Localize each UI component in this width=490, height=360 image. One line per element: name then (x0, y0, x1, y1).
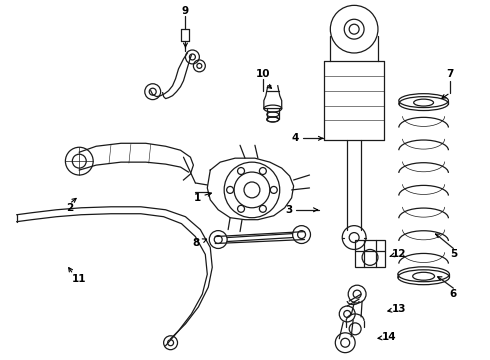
Text: 1: 1 (194, 193, 201, 203)
Text: 7: 7 (447, 69, 454, 79)
Text: 8: 8 (193, 238, 200, 248)
Text: 2: 2 (66, 203, 73, 213)
Text: 14: 14 (382, 332, 396, 342)
Text: 5: 5 (450, 249, 457, 260)
Text: 13: 13 (392, 304, 406, 314)
Text: 9: 9 (182, 6, 189, 16)
Text: 11: 11 (72, 274, 87, 284)
Text: 10: 10 (256, 69, 270, 79)
Text: 4: 4 (292, 133, 299, 143)
Text: 3: 3 (285, 205, 293, 215)
Text: 12: 12 (392, 249, 406, 260)
Text: 6: 6 (450, 289, 457, 299)
